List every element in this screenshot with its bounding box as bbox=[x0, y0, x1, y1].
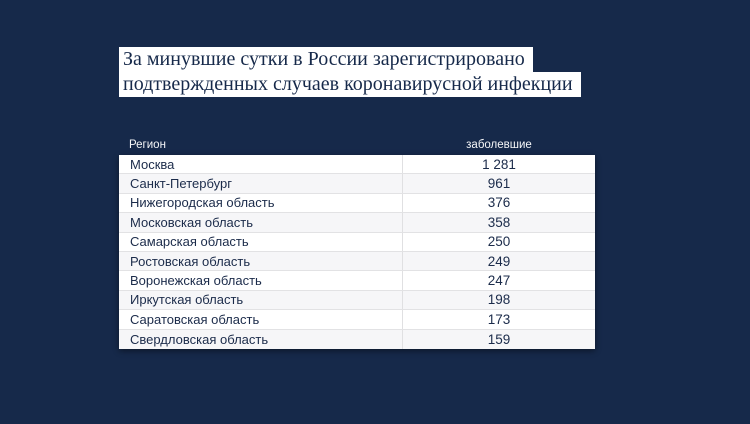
cases-value: 250 bbox=[487, 234, 511, 250]
column-header-cases: заболевшие bbox=[466, 139, 532, 151]
cases-value: 249 bbox=[487, 253, 511, 269]
table-row: Иркутская область 198 bbox=[119, 290, 595, 311]
column-header-region: Регион bbox=[129, 139, 166, 151]
cases-value: 358 bbox=[487, 214, 511, 230]
region-name: Нижегородская область bbox=[119, 193, 403, 213]
table-row: Ростовская область 249 bbox=[119, 251, 595, 272]
table-row: Москва 1 281 bbox=[119, 155, 595, 175]
cases-value: 961 bbox=[487, 176, 511, 192]
table-row: Нижегородская область 376 bbox=[119, 193, 595, 214]
table-row: Самарская область 250 bbox=[119, 232, 595, 252]
table-row: Свердловская область 159 bbox=[119, 329, 595, 349]
table-row: Московская область 358 bbox=[119, 213, 595, 233]
region-name: Самарская область bbox=[119, 232, 403, 251]
region-name: Московская область bbox=[119, 213, 403, 232]
table-row: Саратовская область 173 bbox=[119, 310, 595, 330]
region-name: Ростовская область bbox=[119, 251, 403, 271]
table-row: Санкт-Петербург 961 bbox=[119, 174, 595, 194]
region-name: Саратовская область bbox=[119, 310, 403, 329]
region-name: Свердловская область bbox=[119, 329, 403, 349]
headline-line-1-wrap: За минувшие сутки в России зарегистриров… bbox=[119, 47, 581, 72]
table-row: Воронежская область 247 bbox=[119, 271, 595, 291]
region-name: Иркутская область bbox=[119, 290, 403, 310]
region-name: Санкт-Петербург bbox=[119, 174, 403, 193]
headline-line-2-wrap: подтвержденных случаев коронавирусной ин… bbox=[119, 72, 581, 97]
cases-table-area: Регион заболевшие Москва 1 281 Санкт-Пет… bbox=[119, 139, 595, 349]
cases-value: 173 bbox=[487, 311, 511, 327]
headline-line-2: подтвержденных случаев коронавирусной ин… bbox=[119, 72, 581, 97]
cases-value: 1 281 bbox=[482, 156, 516, 172]
cases-value: 198 bbox=[487, 292, 511, 308]
cases-value: 376 bbox=[487, 195, 511, 211]
cases-value: 247 bbox=[487, 273, 511, 289]
cases-value: 159 bbox=[487, 331, 511, 347]
region-name: Воронежская область bbox=[119, 271, 403, 290]
cases-table: Москва 1 281 Санкт-Петербург 961 Нижегор… bbox=[119, 155, 595, 349]
region-name: Москва bbox=[119, 155, 403, 174]
table-column-headers: Регион заболевшие bbox=[119, 139, 595, 152]
headline-line-1: За минувшие сутки в России зарегистриров… bbox=[119, 47, 533, 72]
headline: За минувшие сутки в России зарегистриров… bbox=[119, 47, 581, 97]
